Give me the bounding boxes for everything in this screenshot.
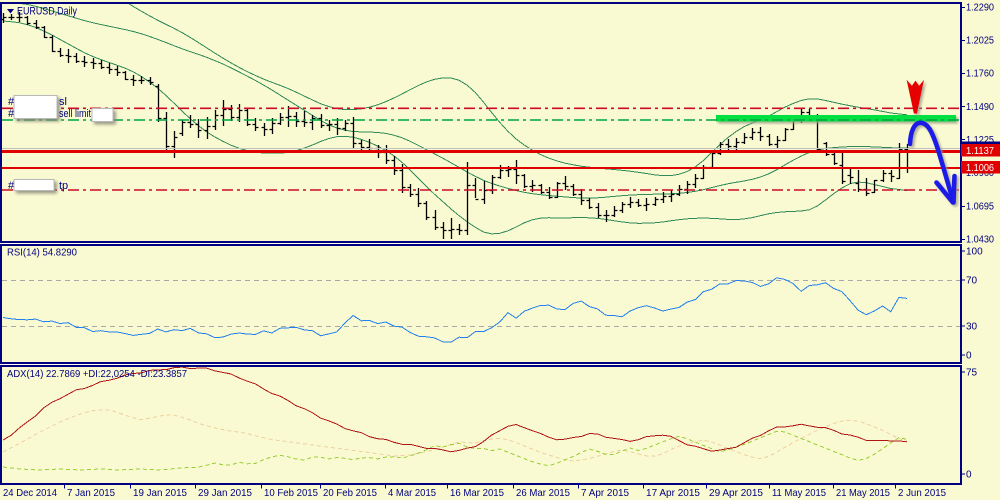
svg-text:#: #: [8, 96, 15, 108]
svg-text:1.2025: 1.2025: [966, 36, 994, 47]
svg-text:17 Apr 2015: 17 Apr 2015: [646, 487, 700, 499]
svg-text:ADX(14) 22.7869 +DI:22,0254 -D: ADX(14) 22.7869 +DI:22,0254 -DI:23.3857: [7, 368, 187, 380]
svg-text:10 Feb 2015: 10 Feb 2015: [264, 487, 318, 499]
svg-text:1.1225: 1.1225: [966, 135, 994, 146]
svg-text:tp: tp: [59, 180, 68, 192]
svg-text:29 Apr 2015: 29 Apr 2015: [709, 487, 763, 499]
svg-text:100: 100: [966, 247, 983, 258]
svg-text:4 Mar 2015: 4 Mar 2015: [388, 487, 436, 499]
svg-text:0: 0: [966, 470, 972, 481]
svg-text:24 Dec 2014: 24 Dec 2014: [3, 487, 57, 499]
svg-text:RSI(14) 54.8290: RSI(14) 54.8290: [7, 247, 77, 259]
svg-text:16 Mar 2015: 16 Mar 2015: [450, 487, 504, 499]
svg-text:21 May 2015: 21 May 2015: [836, 487, 890, 499]
svg-text:sell limit: sell limit: [59, 108, 91, 120]
svg-text:1.1137: 1.1137: [966, 146, 994, 157]
svg-text:20 Feb 2015: 20 Feb 2015: [323, 487, 377, 499]
svg-text:sl: sl: [59, 96, 67, 108]
svg-text:29 Jan 2015: 29 Jan 2015: [198, 487, 252, 499]
svg-text:1.1490: 1.1490: [966, 102, 994, 113]
svg-text:EURUSD,Daily: EURUSD,Daily: [17, 6, 77, 18]
svg-text:11 May 2015: 11 May 2015: [772, 487, 826, 499]
svg-text:30: 30: [966, 322, 978, 333]
svg-text:#: #: [8, 108, 15, 120]
svg-text:#: #: [8, 180, 15, 192]
svg-text:0: 0: [966, 351, 972, 362]
svg-text:1.1006: 1.1006: [966, 163, 994, 174]
svg-text:1.1760: 1.1760: [966, 69, 994, 80]
svg-text:75: 75: [966, 368, 978, 379]
svg-text:2 Jun 2015: 2 Jun 2015: [898, 487, 946, 499]
svg-text:7 Apr 2015: 7 Apr 2015: [581, 487, 629, 499]
svg-text:1.2290: 1.2290: [966, 3, 994, 14]
svg-text:70: 70: [966, 276, 978, 287]
svg-text:26 Mar 2015: 26 Mar 2015: [516, 487, 570, 499]
svg-text:1.0695: 1.0695: [966, 202, 994, 213]
svg-text:1.0430: 1.0430: [966, 235, 994, 246]
svg-text:19 Jan 2015: 19 Jan 2015: [133, 487, 187, 499]
svg-text:7 Jan 2015: 7 Jan 2015: [67, 487, 115, 499]
